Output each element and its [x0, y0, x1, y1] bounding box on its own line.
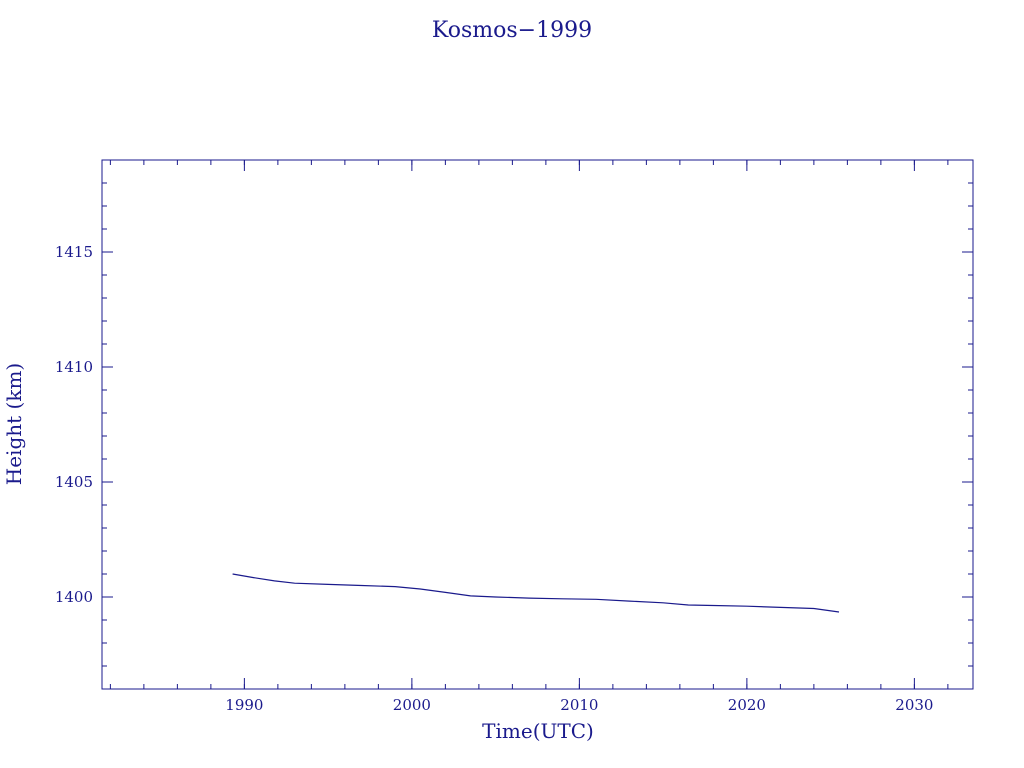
chart-title: Kosmos−1999 — [432, 18, 592, 43]
x-tick-label: 2020 — [728, 696, 766, 714]
x-tick-label: 2030 — [895, 696, 933, 714]
plot-frame — [101, 159, 974, 690]
y-axis-label: Height (km) — [2, 363, 26, 485]
x-tick-label: 2000 — [393, 696, 431, 714]
series-layer — [232, 573, 840, 613]
series-line-0 — [232, 573, 840, 613]
x-axis-label: Time(UTC) — [482, 719, 594, 743]
y-tick-label: 1400 — [55, 588, 93, 606]
ticks-layer: 1990 2000 2010 2020 2030 1400 1405 1410 1415 — [55, 159, 973, 714]
x-tick-label: 1990 — [225, 696, 263, 714]
y-tick-label: 1410 — [55, 358, 93, 376]
x-tick-label: 2010 — [560, 696, 598, 714]
y-tick-label: 1405 — [55, 473, 93, 491]
y-tick-label: 1415 — [55, 243, 93, 261]
